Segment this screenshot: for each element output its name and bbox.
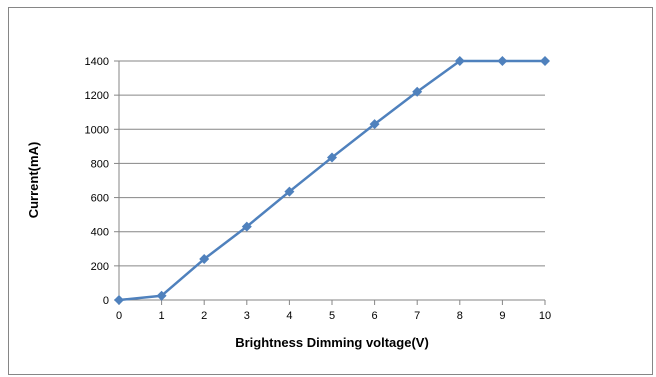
- data-point-7: [412, 86, 423, 97]
- y-tick-label-1400: 1400: [85, 56, 109, 68]
- x-axis-title: Brightness Dimming voltage(V): [235, 335, 429, 350]
- data-point-1: [156, 290, 167, 301]
- y-tick-label-0: 0: [103, 295, 109, 307]
- y-tick-label-200: 200: [91, 261, 109, 273]
- x-tick-label-9: 9: [499, 310, 505, 322]
- series-line-layer: [118, 59, 545, 302]
- data-point-9: [497, 56, 508, 66]
- x-tick-label-4: 4: [286, 310, 292, 322]
- series-line-0: [118, 59, 545, 302]
- data-point-2: [199, 254, 210, 265]
- data-point-6: [369, 119, 380, 130]
- x-tick-label-2: 2: [201, 310, 207, 322]
- axes: [114, 60, 546, 305]
- x-tick-labels: 0 1 2 3 4 5 6 7 8 9 10: [116, 310, 551, 322]
- data-point-5: [327, 152, 337, 163]
- y-tick-label-800: 800: [91, 158, 109, 170]
- y-axis-title: Current(mA): [26, 142, 41, 219]
- x-tick-label-7: 7: [414, 310, 420, 322]
- y-tick-label-1200: 1200: [85, 90, 109, 102]
- x-tick-label-8: 8: [457, 310, 463, 322]
- x-tick-label-0: 0: [116, 310, 122, 322]
- x-tick-label-6: 6: [372, 310, 378, 322]
- x-tick-label-1: 1: [159, 310, 165, 322]
- gridlines: [119, 60, 545, 267]
- y-tick-label-600: 600: [91, 193, 109, 205]
- data-point-4: [284, 186, 295, 197]
- y-tick-labels: 0 200 400 600 800 1000 1200 1400: [85, 56, 109, 307]
- y-tick-label-1000: 1000: [85, 124, 109, 136]
- x-tick-label-10: 10: [539, 310, 551, 322]
- x-tick-label-5: 5: [329, 310, 335, 322]
- data-point-10: [540, 56, 550, 66]
- data-point-8: [454, 56, 465, 66]
- data-points: [114, 56, 550, 305]
- chart-frame: [8, 7, 653, 375]
- y-tick-label-400: 400: [91, 227, 109, 239]
- x-tick-label-3: 3: [244, 310, 250, 322]
- data-point-3: [241, 221, 252, 232]
- data-point-0: [114, 295, 124, 305]
